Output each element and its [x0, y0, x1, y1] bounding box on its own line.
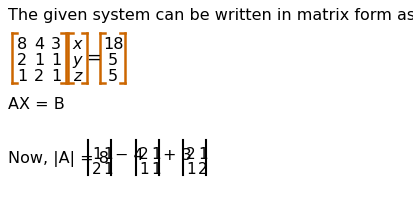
Text: 1: 1: [186, 162, 196, 177]
Text: − 4: − 4: [115, 148, 144, 163]
Text: 3: 3: [51, 37, 61, 52]
Text: 2: 2: [17, 53, 27, 68]
Text: 2: 2: [139, 147, 149, 162]
Text: y: y: [72, 53, 82, 68]
Text: 1: 1: [51, 69, 61, 84]
Text: 1: 1: [103, 147, 113, 162]
Text: 5: 5: [108, 53, 118, 68]
Text: 8: 8: [17, 37, 27, 52]
Text: 2: 2: [186, 147, 196, 162]
Text: 18: 18: [103, 37, 123, 52]
Text: 1: 1: [103, 162, 113, 177]
Text: =: =: [85, 49, 100, 67]
Text: 2: 2: [92, 162, 102, 177]
Text: AX = B: AX = B: [8, 97, 65, 112]
Text: 1: 1: [34, 53, 44, 68]
Text: 2: 2: [34, 69, 44, 84]
Text: Now, |A| = 8: Now, |A| = 8: [8, 151, 109, 167]
Text: 1: 1: [151, 162, 161, 177]
Text: 1: 1: [198, 147, 208, 162]
Text: 1: 1: [92, 147, 102, 162]
Text: 5: 5: [108, 69, 118, 84]
Text: z: z: [73, 69, 81, 84]
Text: 4: 4: [34, 37, 44, 52]
Text: 1: 1: [51, 53, 61, 68]
Text: 1: 1: [151, 147, 161, 162]
Text: x: x: [72, 37, 82, 52]
Text: 2: 2: [198, 162, 208, 177]
Text: 1: 1: [139, 162, 149, 177]
Text: + 3: + 3: [163, 148, 192, 163]
Text: The given system can be written in matrix form as:: The given system can be written in matri…: [8, 8, 413, 23]
Text: 1: 1: [17, 69, 27, 84]
